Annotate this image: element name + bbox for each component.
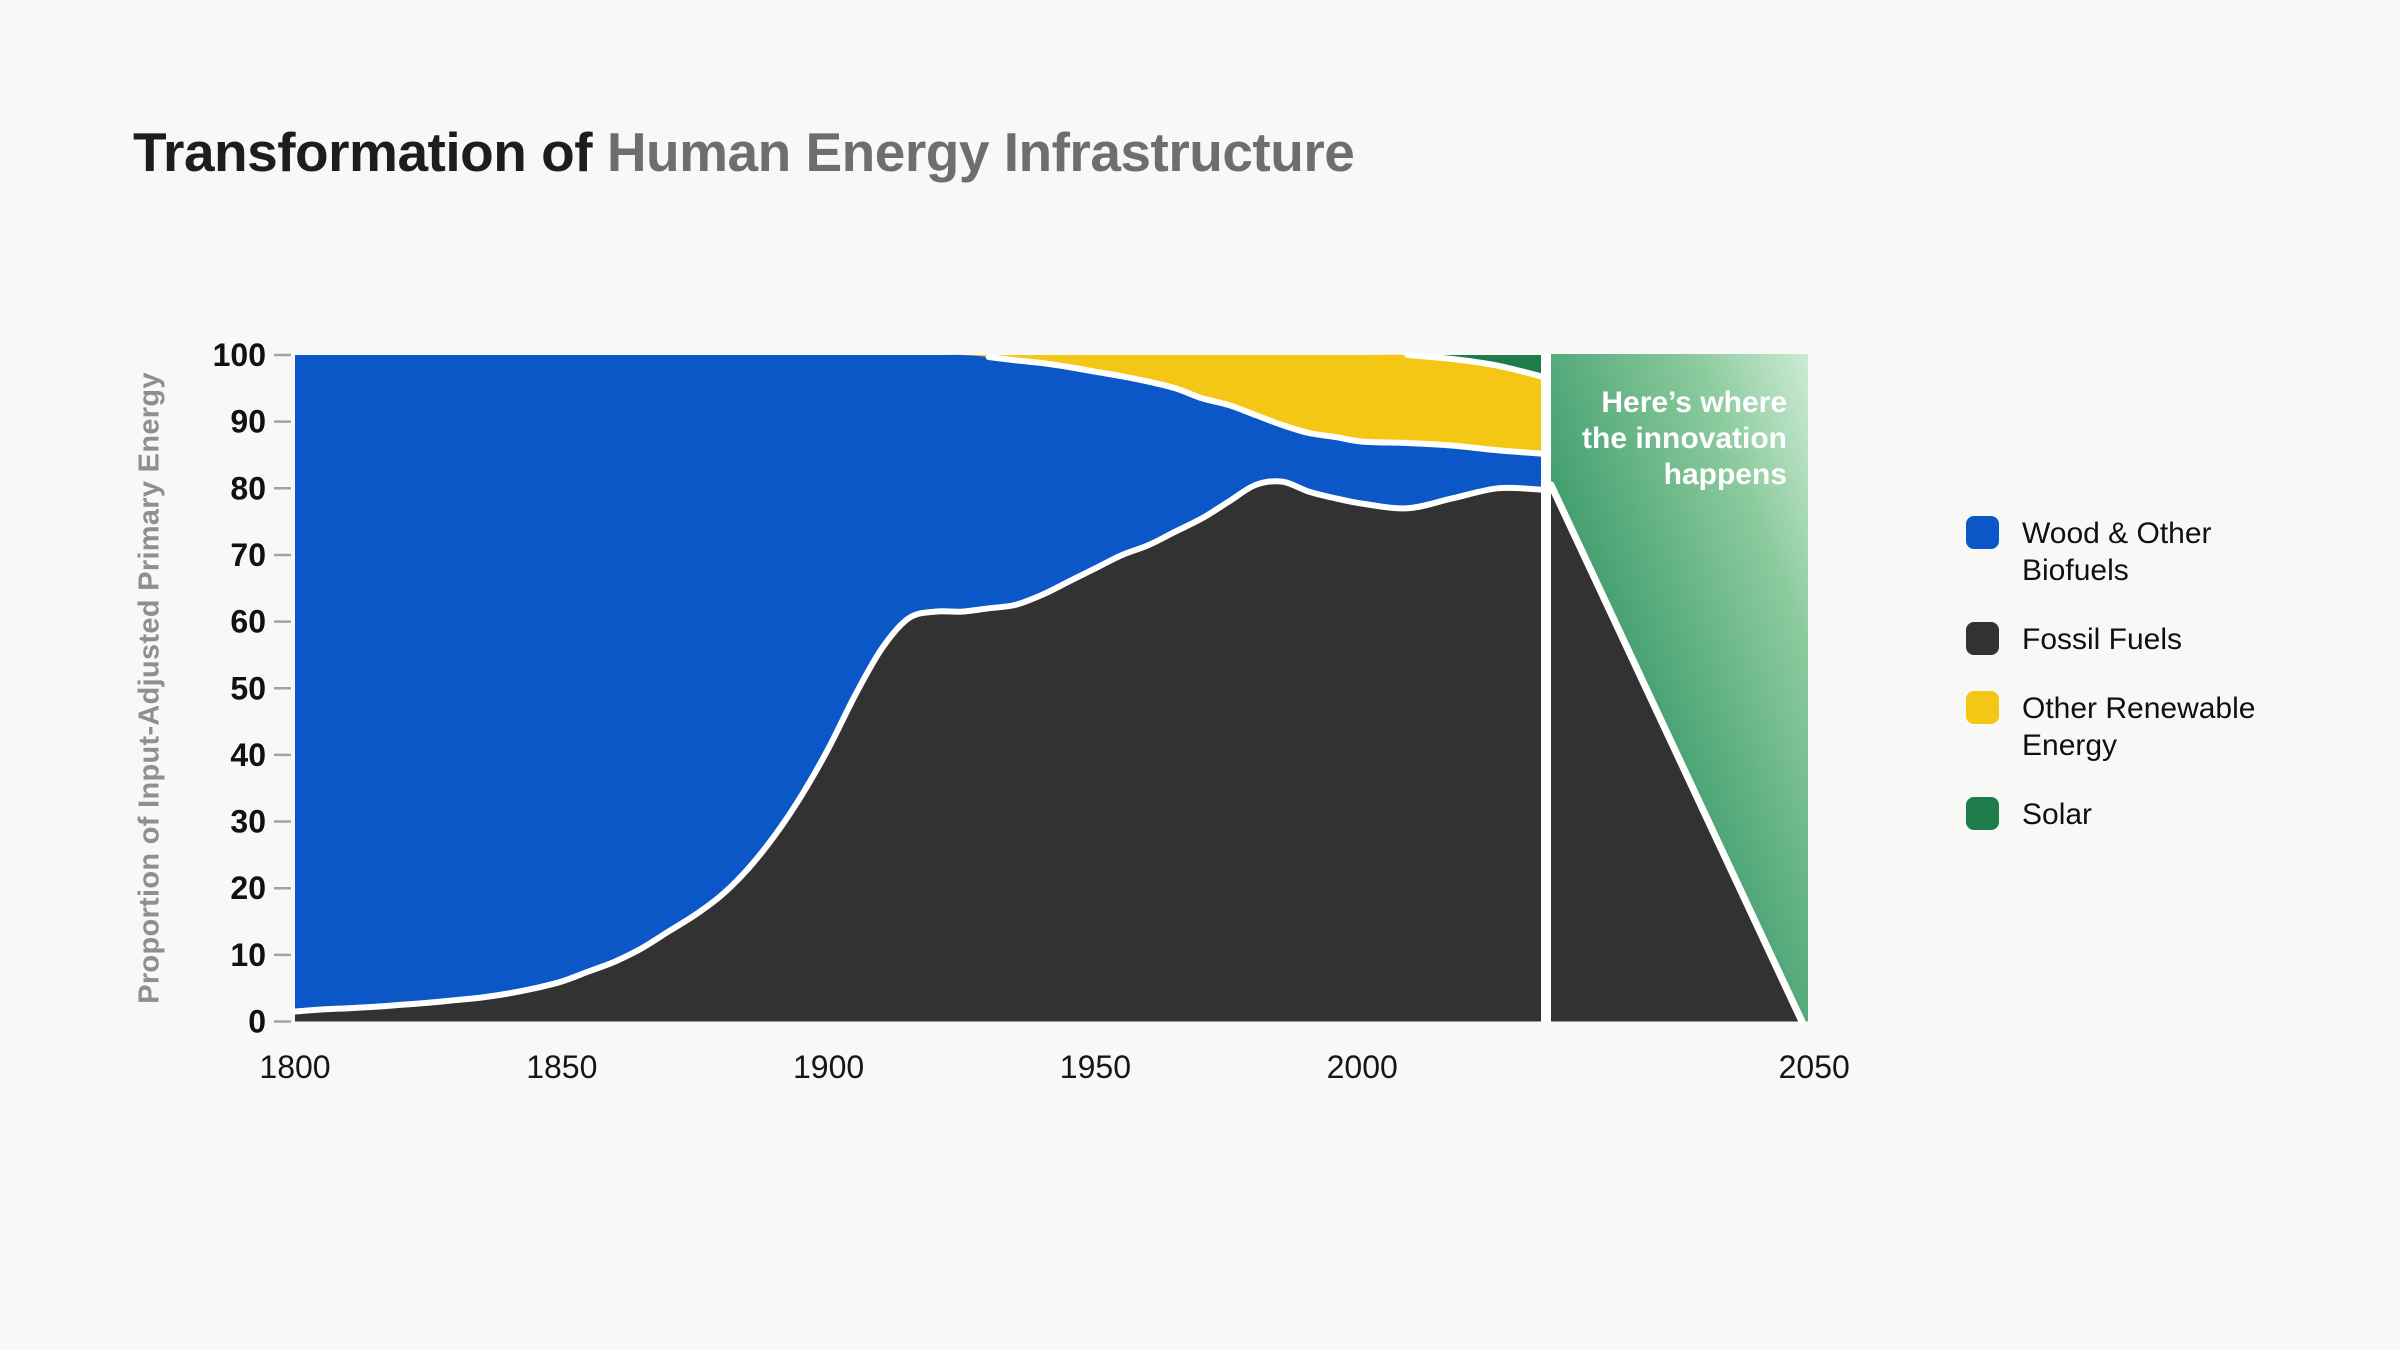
x-tick-label: 1900 — [793, 1049, 864, 1085]
y-tick-label: 100 — [213, 337, 266, 373]
x-tick-label: 2000 — [1327, 1049, 1398, 1085]
y-tick-label: 10 — [230, 937, 266, 973]
legend: Wood & Other Biofuels Fossil Fuels Other R… — [1966, 515, 2272, 833]
x-tick-label: 1950 — [1060, 1049, 1131, 1085]
boundary-fossil-top — [292, 478, 1544, 1015]
legend-item-solar: Solar — [1966, 796, 2272, 833]
legend-label-fossil-fuels: Fossil Fuels — [2022, 623, 2183, 656]
chart-areas — [292, 352, 1808, 1025]
y-tick-label: 40 — [230, 737, 266, 773]
future-fossil-boundary — [1547, 481, 1806, 1025]
legend-label-wood-other-biofuels: Wood & Other Biofuels — [2022, 517, 2212, 587]
legend-item-fossil-fuels: Fossil Fuels — [1966, 621, 2272, 658]
y-tick-label: 60 — [230, 604, 266, 640]
boundary-wood-top — [985, 354, 1544, 457]
legend-swatch-other-renewable-energy — [1966, 691, 1999, 724]
now-divider — [1541, 354, 1551, 1022]
chart-axes: 0 10 20 30 40 50 60 70 80 90 100 1800 1850 1900 1950 20… — [213, 337, 1850, 1085]
future-annotation: Here’s where the innovation happens — [1582, 386, 1787, 491]
y-tick-label: 50 — [230, 670, 266, 706]
y-tick-label: 20 — [230, 870, 266, 906]
x-tick-label: 1850 — [526, 1049, 597, 1085]
x-tick-label: 2050 — [1779, 1049, 1850, 1085]
legend-label-solar: Solar — [2022, 798, 2093, 831]
area-fossil-fuels — [295, 481, 1541, 1022]
title-prefix: Transformation of — [133, 121, 607, 183]
legend-swatch-wood-other-biofuels — [1966, 516, 1999, 549]
boundary-renewables-top — [1404, 352, 1544, 380]
legend-label-other-renewable-energy: Other Renewable Energy — [2022, 692, 2256, 762]
y-tick-label: 80 — [230, 470, 266, 506]
y-tick-label: 0 — [248, 1004, 266, 1040]
page-title: Transformation of Human Energy Infrastru… — [133, 120, 1355, 184]
title-highlight: Human Energy Infrastructure — [606, 121, 1355, 183]
legend-item-other-renewable-energy: Other Renewable Energy — [1966, 690, 2272, 764]
y-tick-label: 90 — [230, 404, 266, 440]
y-tick-label: 70 — [230, 537, 266, 573]
legend-swatch-solar — [1966, 797, 1999, 830]
y-tick-label: 30 — [230, 804, 266, 840]
legend-swatch-fossil-fuels — [1966, 622, 1999, 655]
legend-item-wood-other-biofuels: Wood & Other Biofuels — [1966, 515, 2272, 589]
x-tick-label: 1800 — [259, 1049, 330, 1085]
